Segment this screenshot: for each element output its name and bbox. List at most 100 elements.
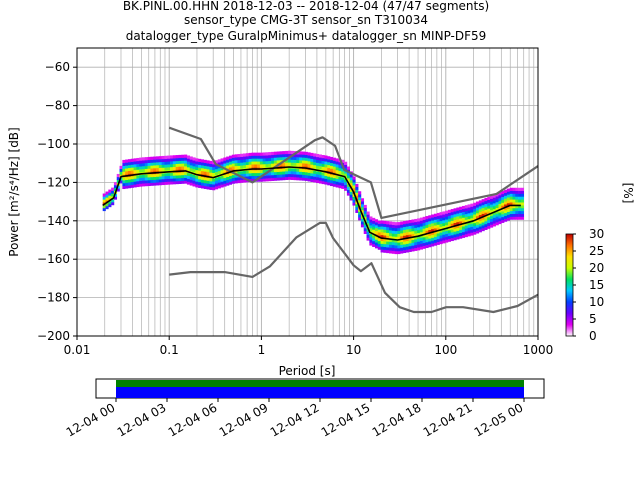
histogram-cell xyxy=(268,172,272,176)
histogram-cell xyxy=(363,227,367,232)
histogram-cell xyxy=(386,221,390,225)
histogram-cell xyxy=(293,162,297,166)
histogram-cell xyxy=(108,192,112,196)
histogram-cell xyxy=(147,162,151,166)
histogram-cell xyxy=(251,158,255,162)
histogram-cell xyxy=(450,226,454,230)
histogram-cell xyxy=(512,216,516,220)
histogram-cell xyxy=(285,153,289,157)
histogram-cell xyxy=(231,174,235,179)
histogram-cell xyxy=(243,173,247,177)
histogram-cell xyxy=(484,206,488,210)
histogram-cell xyxy=(231,180,235,184)
histogram-cell xyxy=(400,244,404,248)
histogram-cell xyxy=(212,187,216,191)
histogram-cell xyxy=(504,201,508,205)
histogram-cell xyxy=(461,211,466,215)
histogram-cell xyxy=(327,161,331,166)
histogram-cell xyxy=(386,229,390,233)
histogram-cell xyxy=(369,239,373,243)
histogram-cell xyxy=(156,167,160,172)
histogram-cell xyxy=(456,207,460,211)
histogram-cell xyxy=(285,168,289,172)
histogram-cell xyxy=(419,220,423,224)
histogram-cell xyxy=(405,229,409,233)
histogram-cell xyxy=(467,204,471,208)
histogram-cell xyxy=(293,156,297,161)
histogram-cell xyxy=(512,210,516,214)
histogram-cell xyxy=(442,217,446,221)
histogram-cell xyxy=(490,224,494,228)
histogram-cell xyxy=(405,226,409,230)
histogram-cell xyxy=(433,219,438,223)
histogram-cell xyxy=(141,180,146,184)
histogram-cell xyxy=(478,220,482,224)
histogram-cell xyxy=(175,178,179,182)
histogram-cell xyxy=(172,181,176,185)
histogram-cell xyxy=(388,241,393,245)
histogram-cell xyxy=(369,227,373,232)
histogram-cell xyxy=(414,233,418,237)
histogram-cell xyxy=(414,244,418,249)
histogram-cell xyxy=(442,234,446,238)
histogram-cell xyxy=(259,178,263,182)
histogram-cell xyxy=(181,180,185,184)
histogram-cell xyxy=(467,218,471,222)
histogram-cell xyxy=(433,228,438,232)
histogram-cell xyxy=(428,226,432,230)
histogram-cell xyxy=(414,218,418,223)
histogram-cell xyxy=(386,232,390,236)
histogram-cell xyxy=(172,160,176,165)
histogram-cell xyxy=(321,157,325,162)
histogram-cell xyxy=(285,173,289,178)
histogram-cell xyxy=(184,154,188,158)
histogram-cell xyxy=(223,157,227,161)
histogram-cell xyxy=(380,234,384,239)
histogram-cell xyxy=(127,162,132,166)
histogram-cell xyxy=(397,248,401,252)
histogram-cell xyxy=(453,237,457,241)
histogram-cell xyxy=(164,181,168,185)
histogram-cell xyxy=(139,183,143,187)
histogram-cell xyxy=(318,157,322,161)
histogram-cell xyxy=(108,201,112,205)
histogram-cell xyxy=(332,169,336,173)
histogram-cell xyxy=(313,173,317,177)
histogram-cell xyxy=(327,167,331,171)
histogram-cell xyxy=(422,216,426,221)
histogram-cell xyxy=(366,228,370,232)
histogram-cell xyxy=(301,168,306,173)
histogram-cell xyxy=(473,217,477,221)
histogram-cell xyxy=(495,201,499,206)
histogram-cell xyxy=(414,241,418,246)
histogram-cell xyxy=(461,208,466,213)
histogram-cell xyxy=(161,164,165,168)
histogram-cell xyxy=(346,166,350,170)
histogram-cell xyxy=(358,194,362,198)
histogram-cell xyxy=(403,241,407,245)
histogram-cell xyxy=(186,172,191,176)
histogram-cell xyxy=(478,223,482,227)
histogram-cell xyxy=(506,217,510,221)
histogram-cell xyxy=(417,218,421,222)
histogram-cell xyxy=(481,227,485,232)
histogram-cell xyxy=(476,201,480,205)
histogram-cell xyxy=(380,223,384,227)
histogram-cell xyxy=(170,166,174,171)
histogram-cell xyxy=(150,162,154,166)
histogram-cell xyxy=(414,224,418,228)
histogram-cell xyxy=(453,219,457,223)
histogram-cell xyxy=(265,158,269,162)
histogram-cell xyxy=(240,171,244,175)
histogram-cell xyxy=(209,172,213,176)
histogram-cell xyxy=(512,202,516,206)
histogram-cell xyxy=(125,182,129,186)
histogram-cell xyxy=(223,163,227,167)
time-tick-label: 12-04 15 xyxy=(319,400,373,439)
histogram-cell xyxy=(310,158,314,162)
colorbar-tick-label: 25 xyxy=(589,244,604,258)
histogram-cell xyxy=(282,177,286,181)
histogram-cell xyxy=(450,209,454,213)
histogram-cell xyxy=(150,168,154,172)
histogram-cell xyxy=(184,180,188,184)
